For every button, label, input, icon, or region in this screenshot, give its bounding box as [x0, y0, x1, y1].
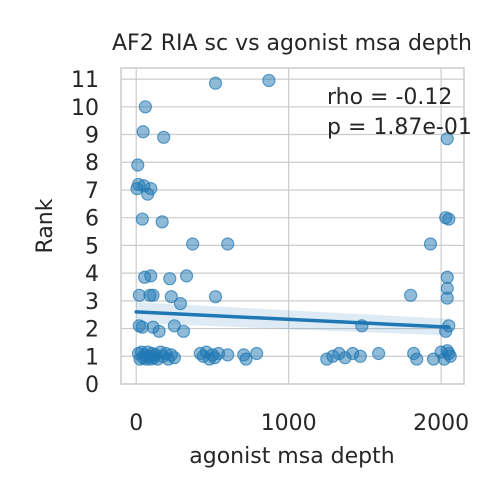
data-point	[141, 187, 155, 201]
y-tick-label: 10	[71, 96, 99, 121]
y-axis-label: Rank	[33, 198, 58, 253]
data-point	[353, 349, 367, 363]
y-tick-label: 7	[85, 179, 99, 204]
data-point	[221, 348, 235, 362]
data-point	[155, 215, 169, 229]
data-point	[423, 237, 438, 251]
y-tick-label: 4	[85, 262, 99, 287]
y-tick-label: 1	[85, 345, 99, 370]
chart-title: AF2 RIA sc vs agonist msa depth	[112, 31, 472, 56]
y-tick-label: 3	[85, 290, 99, 315]
data-point	[138, 100, 152, 114]
data-point	[208, 290, 223, 304]
regression-line	[134, 310, 451, 329]
x-tick-label: 1000	[261, 411, 317, 436]
data-point	[144, 269, 158, 283]
data-point	[372, 346, 386, 361]
data-points	[130, 73, 457, 366]
y-tick-label: 0	[85, 373, 99, 398]
y-tick-label: 6	[85, 207, 99, 232]
data-point	[131, 158, 145, 172]
data-point	[440, 270, 454, 284]
y-tick-label: 8	[85, 151, 99, 176]
data-point	[440, 291, 454, 305]
annotation-rho: rho = -0.12	[327, 85, 452, 110]
y-tick-label: 9	[85, 124, 99, 149]
data-point	[136, 125, 150, 139]
data-point	[152, 324, 166, 338]
data-point	[250, 346, 264, 361]
data-point	[167, 351, 181, 365]
data-point	[440, 132, 454, 146]
x-tick-labels: 0 1000 2000	[129, 411, 469, 436]
data-point	[164, 290, 178, 304]
annotation-p: p = 1.87e-01	[327, 115, 472, 140]
data-point	[208, 76, 223, 90]
data-point	[176, 324, 191, 338]
x-tick-label: 2000	[413, 411, 469, 436]
data-point	[146, 288, 160, 302]
x-axis-label: agonist msa depth	[189, 444, 394, 469]
data-point	[135, 212, 149, 226]
data-point	[239, 352, 253, 366]
data-point	[221, 237, 235, 251]
data-point	[173, 297, 188, 311]
y-tick-label: 11	[71, 68, 99, 93]
data-point	[179, 269, 194, 283]
data-point	[163, 272, 177, 286]
data-point	[404, 288, 418, 302]
data-point	[442, 212, 456, 226]
y-tick-label: 2	[85, 318, 99, 343]
data-point	[186, 237, 200, 251]
data-point	[442, 346, 456, 361]
y-tick-label: 5	[85, 234, 99, 259]
data-point	[262, 73, 276, 88]
regression-line-group	[134, 310, 451, 329]
data-point	[157, 130, 171, 144]
data-point	[407, 346, 421, 361]
x-tick-label: 0	[129, 411, 143, 436]
